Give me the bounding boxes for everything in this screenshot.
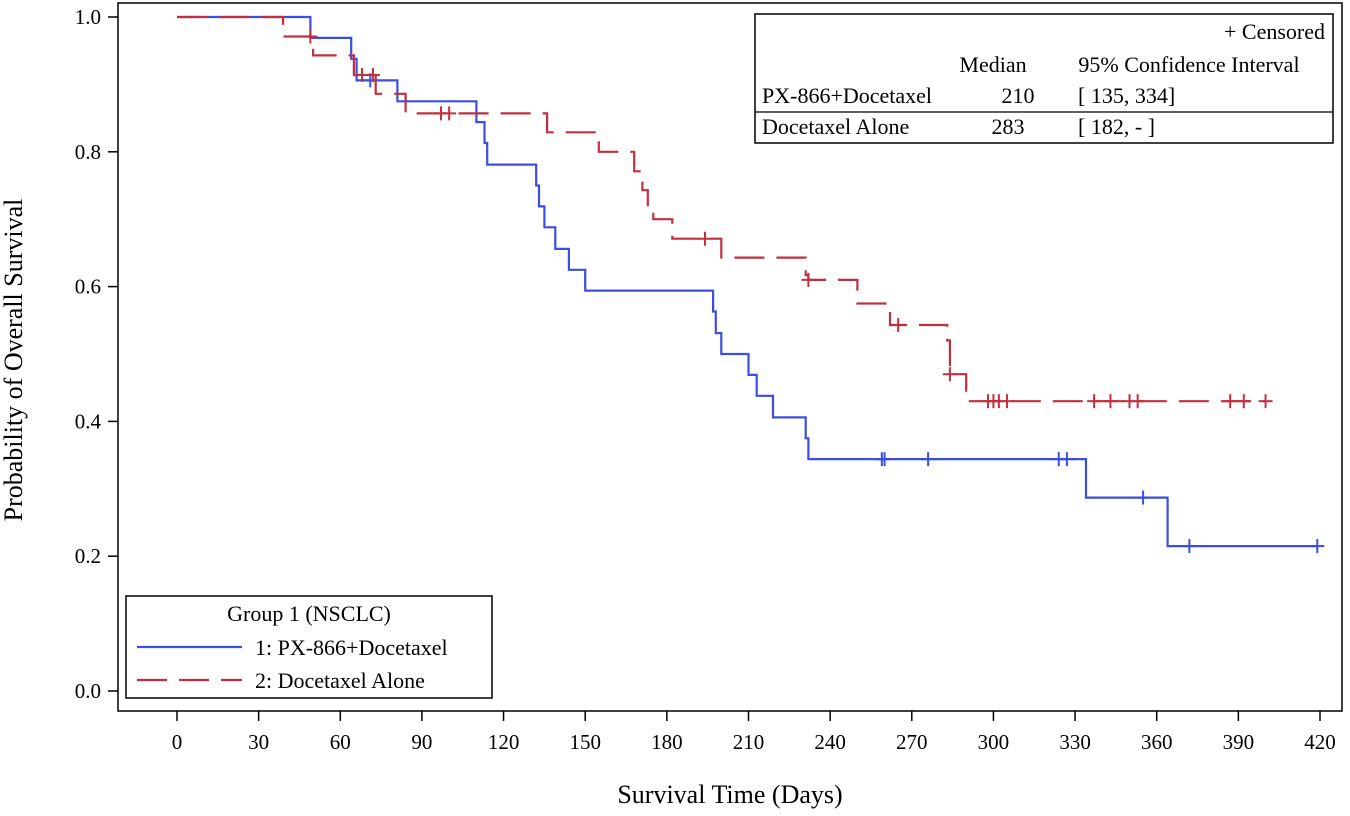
ci-header: 95% Confidence Interval bbox=[1078, 52, 1299, 77]
censor-mark-docetaxel bbox=[697, 231, 712, 246]
row-1-group: PX-866+Docetaxel bbox=[762, 83, 932, 108]
censor-mark-docetaxel bbox=[1258, 394, 1273, 409]
y-tick-label: 1.0 bbox=[75, 5, 101, 29]
censor-mark-docetaxel bbox=[303, 29, 318, 44]
y-tick-label: 0.6 bbox=[75, 275, 101, 299]
censor-mark-px866 bbox=[1136, 490, 1151, 505]
y-tick-label: 0.2 bbox=[75, 544, 101, 568]
row-2-ci: [ 182, - ] bbox=[1078, 114, 1155, 139]
censor-mark-docetaxel bbox=[891, 318, 906, 333]
censor-mark-docetaxel bbox=[442, 106, 457, 121]
censor-mark-docetaxel bbox=[1087, 394, 1102, 409]
censor-mark-docetaxel bbox=[801, 272, 816, 287]
censor-mark-docetaxel bbox=[1223, 394, 1238, 409]
x-tick-label: 390 bbox=[1223, 730, 1255, 754]
plot-frame bbox=[117, 2, 1343, 712]
x-tick-label: 30 bbox=[248, 730, 269, 754]
censor-mark-px866 bbox=[1310, 539, 1325, 554]
x-tick-label: 180 bbox=[651, 730, 683, 754]
legend-label-px866: 1: PX-866+Docetaxel bbox=[255, 635, 448, 660]
censor-mark-px866 bbox=[877, 452, 892, 467]
row-2-group: Docetaxel Alone bbox=[762, 114, 909, 139]
x-tick-label: 90 bbox=[411, 730, 432, 754]
censor-mark-px866 bbox=[921, 452, 936, 467]
median-header: Median bbox=[959, 52, 1026, 77]
censored-note: + Censored bbox=[1224, 19, 1325, 44]
censor-mark-docetaxel bbox=[942, 367, 957, 382]
x-tick-label: 300 bbox=[978, 730, 1010, 754]
x-tick-label: 60 bbox=[330, 730, 351, 754]
legend-title: Group 1 (NSCLC) bbox=[227, 601, 391, 626]
series-line-px866 bbox=[177, 15, 1318, 548]
censor-mark-px866 bbox=[1059, 452, 1074, 467]
censor-mark-px866 bbox=[1182, 539, 1197, 554]
y-axis: 0.0 0.2 0.4 0.6 0.8 1.0 bbox=[75, 5, 118, 703]
x-tick-label: 120 bbox=[488, 730, 520, 754]
x-tick-label: 330 bbox=[1059, 730, 1091, 754]
y-tick-label: 0.4 bbox=[75, 409, 102, 433]
inset-table: + Censored Median 95% Confidence Interva… bbox=[754, 13, 1334, 144]
plot-area bbox=[117, 2, 1343, 712]
x-tick-label: 360 bbox=[1141, 730, 1173, 754]
x-tick-label: 270 bbox=[896, 730, 928, 754]
row-2-median: 283 bbox=[992, 114, 1025, 139]
y-tick-label: 0.8 bbox=[75, 140, 101, 164]
legend: Group 1 (NSCLC) 1: PX-866+Docetaxel 2: D… bbox=[125, 595, 493, 699]
row-1-median: 210 bbox=[1002, 83, 1035, 108]
censor-mark-docetaxel bbox=[365, 67, 380, 82]
row-1-ci: [ 135, 334] bbox=[1078, 83, 1175, 108]
x-axis-title: Survival Time (Days) bbox=[617, 780, 842, 809]
y-axis-title: Probability of Overall Survival bbox=[0, 199, 28, 522]
series-layer bbox=[177, 15, 1325, 554]
x-tick-label: 150 bbox=[569, 730, 601, 754]
x-tick-label: 210 bbox=[733, 730, 765, 754]
y-tick-label: 0.0 bbox=[75, 679, 101, 703]
x-axis: 0 30 60 90 120 150 180 210 240 270 300 330 360 390 420 bbox=[172, 711, 1336, 754]
censor-mark-docetaxel bbox=[1103, 394, 1118, 409]
censor-mark-docetaxel bbox=[1130, 394, 1145, 409]
legend-label-docetaxel: 2: Docetaxel Alone bbox=[255, 668, 425, 693]
x-tick-label: 420 bbox=[1304, 730, 1336, 754]
censor-mark-docetaxel bbox=[1000, 394, 1015, 409]
x-tick-label: 240 bbox=[814, 730, 846, 754]
censor-mark-docetaxel bbox=[1236, 394, 1251, 409]
inset-table-frame bbox=[754, 13, 1334, 144]
x-tick-label: 0 bbox=[172, 730, 183, 754]
